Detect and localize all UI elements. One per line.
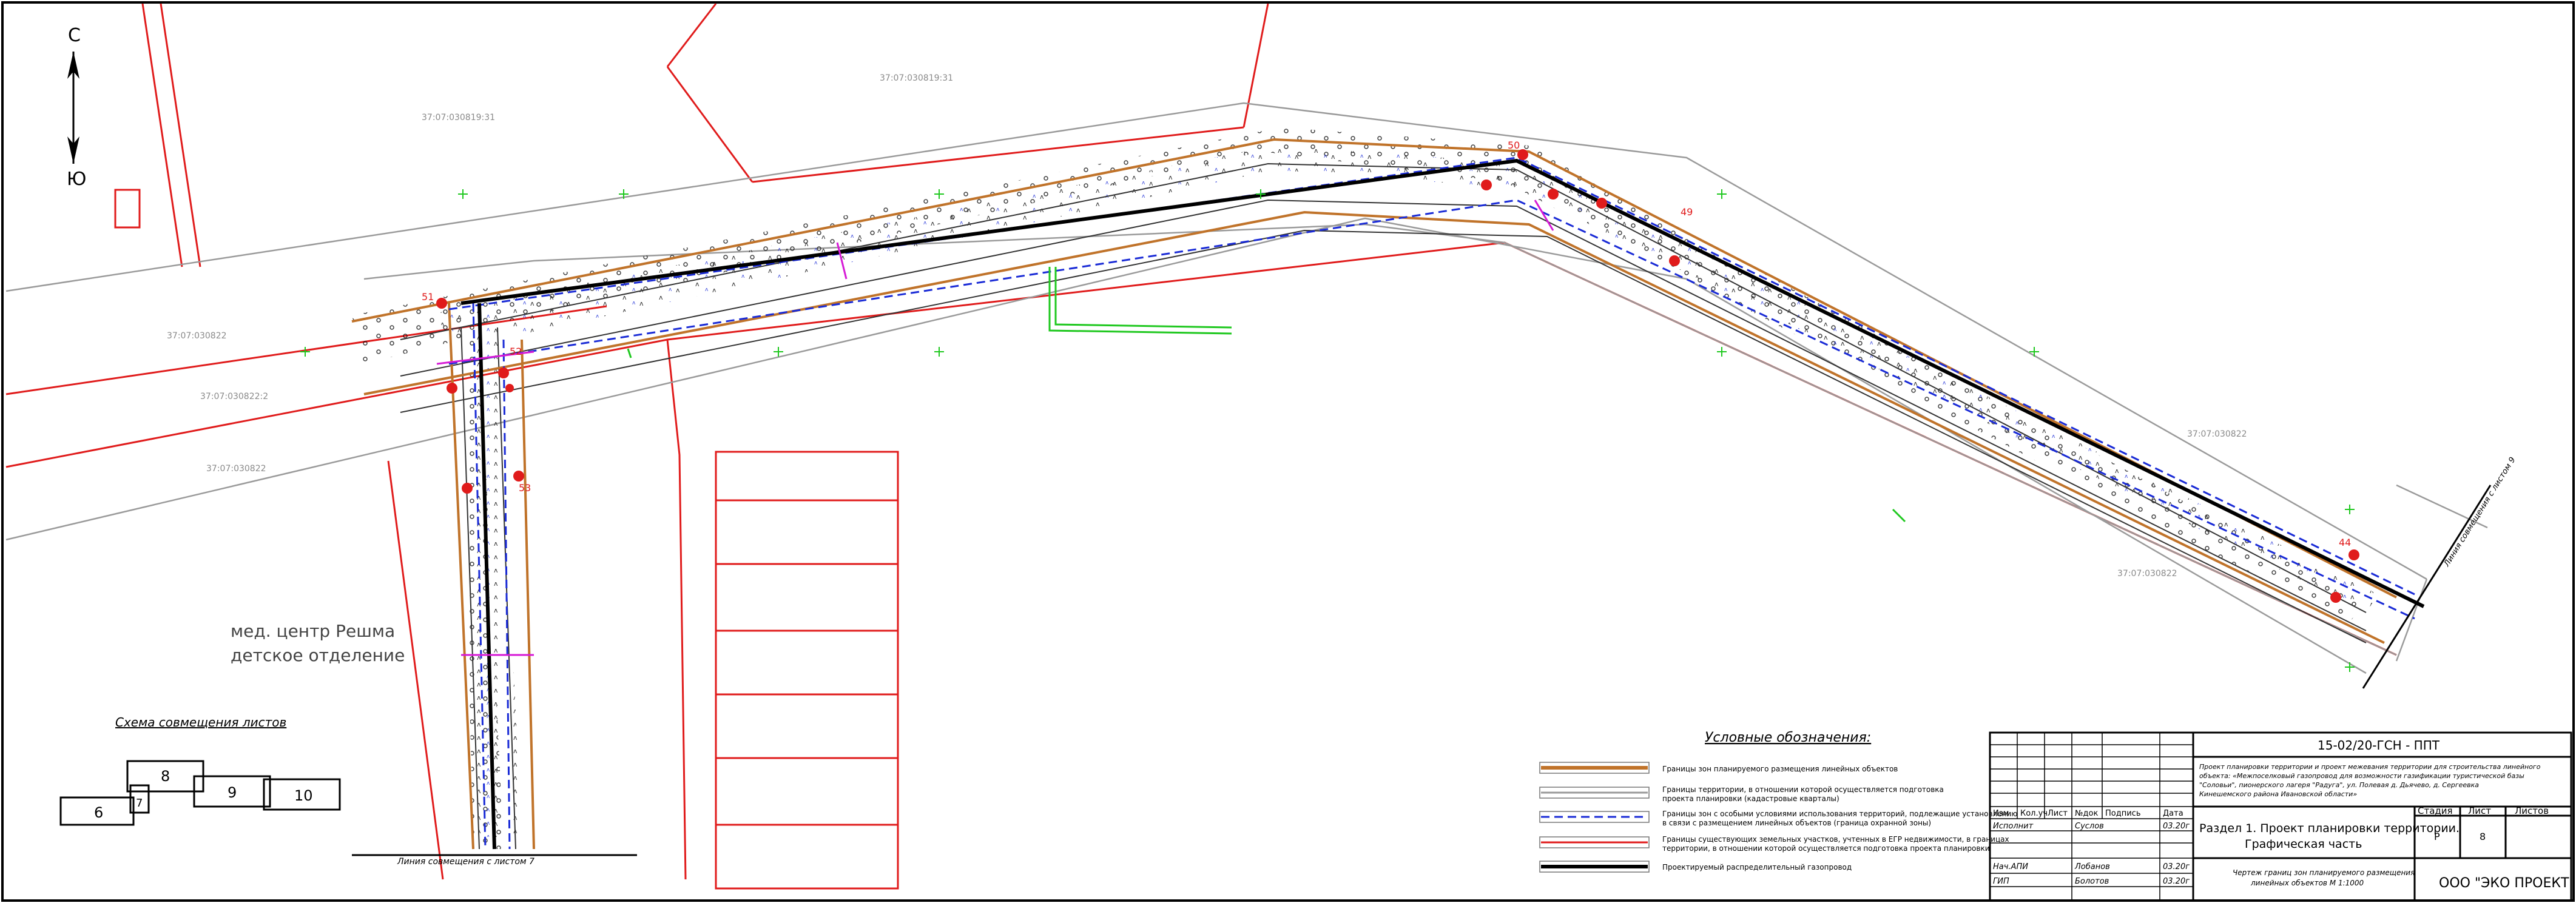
sheet-8: 8 <box>161 768 170 785</box>
sheet-scheme: Схема совмещения листов 6 7 8 9 10 <box>59 715 341 826</box>
gas-pipeline <box>460 158 2425 608</box>
project-title-line: Кинешемского района Ивановской области» <box>2199 790 2357 798</box>
legend-text: проекта планировки (кадастровые кварталы… <box>1662 794 1839 803</box>
grey-territory-boundaries <box>5 102 2488 674</box>
sheet-scheme-title: Схема совмещения листов <box>115 715 286 730</box>
cadastral-label: 37:07:030819:31 <box>880 73 953 83</box>
pole-51-label: 51 <box>422 291 434 303</box>
legend-text: Границы территории, в отношении которой … <box>1662 785 1944 794</box>
section-subtitle: Графическая часть <box>2245 838 2362 851</box>
cadastral-label: 37:07:030822 <box>206 464 266 474</box>
green-lines <box>627 267 1906 523</box>
company-name: ООО "ЭКО ПРОЕКТ" <box>2439 876 2575 891</box>
cadastral-label: 37:07:030819:31 <box>422 113 495 123</box>
stamp-header: Дата <box>2163 809 2183 818</box>
stamp-date: 03.20г <box>2163 822 2190 831</box>
orange-zone-boundaries <box>351 138 2397 850</box>
legend-text: территории, в отношении которой осуществ… <box>1662 844 1990 853</box>
project-title-line: Проект планировки территории и проект ме… <box>2199 763 2541 771</box>
legend: Условные обозначения: Границы зон планир… <box>1539 730 2017 873</box>
stamp-header: Подпись <box>2105 809 2140 818</box>
stage-value: Р <box>2434 831 2440 842</box>
pole-53-label: 53 <box>519 482 531 494</box>
title-block <box>1989 731 2572 902</box>
title-block-text: 15-02/20-ГСН - ППТ Проект планировки тер… <box>1993 738 2575 891</box>
sheet-10: 10 <box>294 787 313 804</box>
match-line-left-label: Линия совмещения с листом 7 <box>397 857 534 867</box>
cadastral-label: 37:07:030822 <box>167 331 227 341</box>
legend-text: Границы зон с особыми условиями использо… <box>1662 810 2017 818</box>
legend-text: в связи с размещением линейных объектов … <box>1662 819 1931 827</box>
pole-49-label: 49 <box>1681 206 1693 218</box>
cadastral-label: 37:07:030822 <box>2117 569 2177 579</box>
poles <box>436 149 2359 603</box>
stage-header: Стадия <box>2418 805 2453 816</box>
stamp-name: Болотов <box>2075 877 2109 886</box>
stamp-name: Суслов <box>2075 822 2104 831</box>
pole-44-label: 44 <box>2339 537 2351 548</box>
stamp-header: №док <box>2075 809 2098 818</box>
legend-title: Условные обозначения: <box>1705 730 1871 745</box>
grid-crosses <box>300 189 2355 672</box>
south-label: Ю <box>67 169 86 190</box>
stamp-role: Нач.АПИ <box>1993 862 2028 871</box>
gas-pipeline-branch <box>477 303 496 850</box>
med-center-label: мед. центр Решма <box>231 621 395 641</box>
legend-text: Границы зон планируемого размещения лине… <box>1662 765 1898 773</box>
pole-50-label: 50 <box>1508 139 1520 151</box>
drawing-scale: линейных объектов М 1:1000 <box>2250 879 2364 887</box>
stamp-role: ГИП <box>1993 877 2009 886</box>
blue-protection-zone <box>448 156 2415 850</box>
sheet-9: 9 <box>228 784 237 801</box>
sheets-header: Листов <box>2515 805 2549 816</box>
sheet-7: 7 <box>136 797 143 810</box>
sheet-value: 8 <box>2480 831 2486 842</box>
cadastral-label: 37:07:030822:2 <box>200 392 268 401</box>
stamp-date: 03.20г <box>2163 877 2190 886</box>
cadastral-labels: 37:07:030819:31 37:07:030819:31 37:07:03… <box>167 73 2247 579</box>
section-title: Раздел 1. Проект планировки территории. <box>2199 822 2460 835</box>
legend-text: Проектируемый распределительный газопров… <box>1662 863 1852 871</box>
stamp-name: Лобанов <box>2074 862 2110 871</box>
stamp-header: Изм. <box>1993 809 2012 818</box>
pole-52-label: 52 <box>510 346 522 357</box>
sheet-header: Лист <box>2468 805 2491 816</box>
red-parcel-boundaries <box>5 3 2397 890</box>
match-line-right <box>2362 485 2492 689</box>
project-code: 15-02/20-ГСН - ППТ <box>2318 738 2440 753</box>
hatched-zone <box>352 127 2378 849</box>
magenta-marks <box>436 200 1554 656</box>
stamp-header: Лист <box>2048 809 2068 818</box>
north-arrow: С Ю <box>67 25 86 190</box>
pole-labels: 51 52 53 50 49 44 <box>422 139 2351 548</box>
med-center-sublabel: детское отделение <box>231 645 405 665</box>
sheet-6: 6 <box>94 804 103 821</box>
stamp-header: Кол.уч <box>2020 809 2048 818</box>
drawing-title: Чертеж границ зон планируемого размещени… <box>2233 868 2415 877</box>
project-title-line: "Соловьи", пионерского лагеря "Радуга", … <box>2199 781 2479 789</box>
project-title-line: объекта: «Межпоселковый газопровод для в… <box>2199 772 2524 780</box>
legend-text: Границы существующих земельных участков,… <box>1662 835 2009 844</box>
north-label: С <box>68 25 81 46</box>
cadastral-label: 37:07:030822 <box>2187 429 2247 439</box>
stamp-date: 03.20г <box>2163 862 2190 871</box>
stamp-role: Исполнит <box>1993 822 2034 831</box>
